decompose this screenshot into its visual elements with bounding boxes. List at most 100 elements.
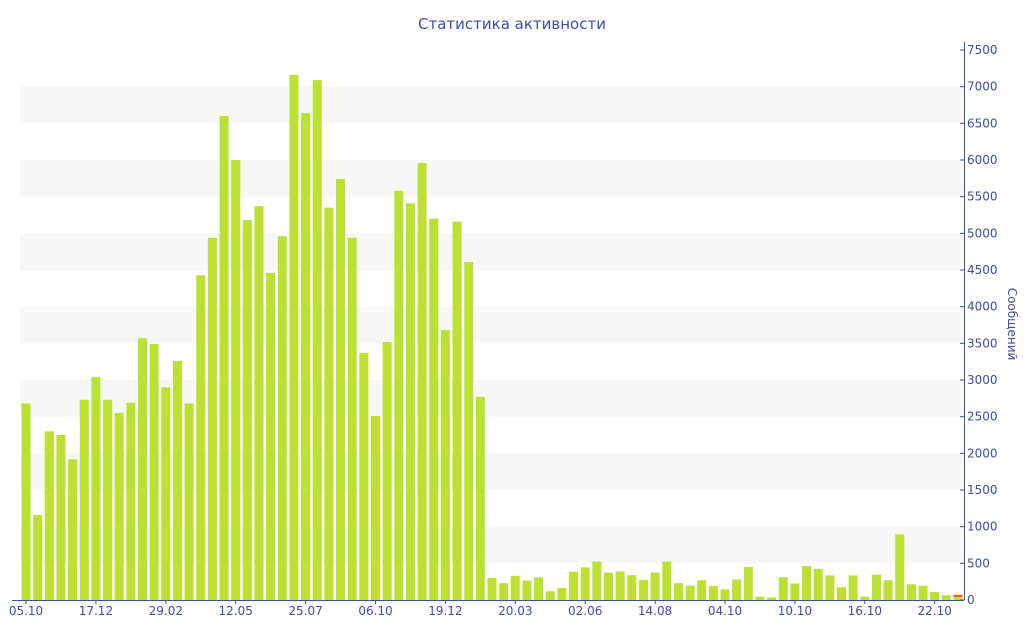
bar: [440, 330, 450, 600]
bar: [510, 575, 520, 600]
y-tick-label: 5000: [967, 226, 998, 240]
bar: [673, 583, 683, 600]
bar: [277, 236, 287, 600]
bar: [161, 387, 171, 600]
bar: [848, 575, 858, 600]
bar: [604, 572, 613, 600]
x-tick-label: 10.10: [778, 604, 812, 618]
bar: [685, 585, 695, 600]
bar: [569, 571, 579, 600]
x-tick-label: 29.02: [149, 604, 183, 618]
grid-band: [20, 233, 964, 270]
bar: [149, 344, 159, 600]
bar: [336, 179, 346, 601]
bar: [394, 190, 404, 601]
grid-band: [20, 86, 964, 124]
bar: [557, 587, 567, 600]
bar: [417, 162, 427, 600]
bar: [184, 403, 194, 600]
bar: [464, 261, 474, 600]
bar: [254, 206, 264, 600]
bar: [580, 567, 590, 600]
bar: [895, 534, 905, 600]
bar: [242, 220, 252, 600]
y-tick-label: 500: [967, 556, 990, 570]
x-tick-label: 19.12: [428, 604, 462, 618]
bar: [21, 403, 31, 600]
bar: [91, 377, 101, 600]
bar: [196, 275, 206, 600]
y-tick-label: 4500: [967, 263, 998, 277]
bar: [347, 237, 357, 600]
y-tick-label: 4000: [967, 300, 998, 314]
bar: [638, 579, 648, 600]
x-tick-label: 12.05: [219, 604, 253, 618]
bar: [44, 431, 54, 600]
y-tick-label: 0: [967, 593, 975, 607]
bar: [68, 459, 78, 600]
bar: [452, 221, 462, 600]
bar: [930, 591, 940, 600]
bar: [114, 413, 124, 600]
bar: [371, 415, 380, 600]
bar: [266, 272, 276, 600]
bar: [883, 580, 893, 600]
bar: [56, 435, 66, 600]
bar: [382, 341, 392, 600]
bar: [953, 597, 963, 600]
bar: [650, 572, 660, 600]
bar: [33, 514, 43, 600]
bar: [231, 160, 241, 600]
y-axis-label: Сообщений: [1005, 288, 1019, 361]
bar: [953, 594, 963, 598]
bar: [289, 74, 299, 600]
bar: [534, 577, 544, 600]
bar: [860, 596, 870, 600]
bar: [708, 586, 718, 600]
bar: [429, 218, 439, 600]
bar: [825, 575, 835, 600]
bar: [941, 595, 951, 600]
y-tick-label: 6000: [967, 153, 998, 167]
bar: [592, 561, 602, 600]
chart-title: Статистика активности: [418, 15, 606, 33]
x-tick-label: 25.07: [288, 604, 322, 618]
bar: [615, 571, 625, 600]
bar: [545, 591, 555, 600]
bar: [499, 583, 509, 600]
bar: [906, 584, 916, 600]
bar: [697, 580, 707, 600]
bar: [778, 577, 788, 600]
bar: [405, 203, 415, 600]
bar: [522, 580, 532, 600]
y-tick-label: 3500: [967, 336, 998, 350]
x-tick-label: 06.10: [358, 604, 392, 618]
x-tick-label: 14.08: [638, 604, 672, 618]
y-tick-label: 6500: [967, 116, 998, 130]
bar: [790, 583, 800, 600]
bar: [837, 587, 846, 600]
y-tick-label: 7500: [967, 43, 998, 57]
bar: [79, 399, 89, 600]
bar: [720, 589, 730, 600]
x-tick-label: 17.12: [79, 604, 113, 618]
bar: [138, 338, 147, 600]
bar: [487, 578, 497, 600]
x-tick-label: 20.03: [498, 604, 532, 618]
bar: [219, 116, 229, 600]
bar: [802, 565, 812, 600]
bar: [126, 402, 136, 600]
bar: [207, 237, 217, 600]
bar: [312, 80, 322, 601]
y-tick-label: 2000: [967, 446, 998, 460]
y-tick-label: 1500: [967, 483, 998, 497]
y-tick-label: 5500: [967, 190, 998, 204]
x-tick-label: 04.10: [708, 604, 742, 618]
y-tick-label: 7000: [967, 80, 998, 94]
bar: [732, 579, 742, 600]
bar: [172, 360, 182, 600]
bar: [324, 207, 334, 600]
grid-band: [20, 160, 964, 197]
grid-band: [20, 306, 964, 344]
